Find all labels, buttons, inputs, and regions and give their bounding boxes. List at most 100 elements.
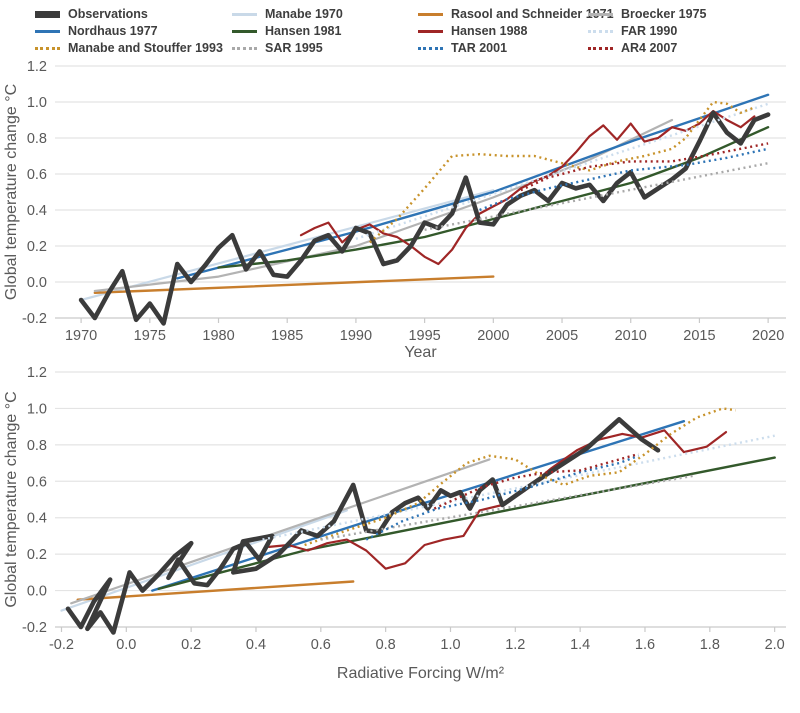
x-axis-tick-label: 2000 (477, 328, 509, 344)
legend-label: SAR 1995 (265, 41, 323, 55)
series-line-broecker-1975 (70, 458, 491, 605)
x-axis-tick-label: 1.8 (700, 637, 720, 653)
legend-label: Manabe 1970 (265, 7, 343, 21)
far-1990-line-swatch (588, 30, 613, 33)
x-axis-tick-label: 1970 (65, 328, 97, 344)
chart-temperature-vs-year: -0.2 0.0 0.2 0.4 0.6 0.8 1.0 1.2 1970 1975 1980 198… (3, 59, 786, 358)
y-axis-tick-label: 0.4 (27, 203, 47, 219)
legend-item-sar-1995: SAR 1995 (232, 41, 418, 56)
y-axis-tick-label: 1.0 (27, 401, 47, 417)
series-line-rasool-and-schneider-1971 (93, 275, 495, 295)
x-axis-tick-label: 2005 (546, 328, 578, 344)
legend-item-rasool-schneider-1971: Rasool and Schneider 1971 (418, 7, 614, 22)
series-line-manabe-1970 (60, 509, 348, 612)
y-axis-tick-label: 1.2 (27, 59, 47, 75)
legend-item-hansen-1988: Hansen 1988 (418, 24, 588, 39)
y-axis-title: Global temperature change °C (3, 84, 20, 300)
x-axis-tick-label: 1.0 (440, 637, 460, 653)
legend-label: Manabe and Stouffer 1993 (68, 41, 223, 55)
x-axis-tick-label: 0.0 (116, 637, 136, 653)
x-axis-tick-label: 2010 (615, 328, 647, 344)
series-line-sar-1995 (424, 162, 769, 231)
series-line-manabe-and-stouffer-1993 (368, 100, 755, 244)
x-axis-tick-label: 1.4 (570, 637, 590, 653)
x-axis-tick-label: 0.8 (376, 637, 396, 653)
legend-label: Hansen 1981 (265, 24, 342, 38)
x-axis-title: Radiative Forcing W/m² (337, 665, 505, 682)
manabe-stouffer-1993-line-swatch (35, 47, 60, 50)
y-axis-tick-label: 0.4 (27, 511, 47, 527)
y-axis-tick-label: -0.2 (22, 620, 47, 636)
manabe-1970-line-swatch (232, 13, 257, 16)
x-axis-tick-label: 1995 (408, 328, 440, 344)
x-axis-tick-label: 0.2 (181, 637, 201, 653)
x-axis-tick-label: 1980 (202, 328, 234, 344)
y-axis-tick-label: 1.2 (27, 365, 47, 381)
y-axis-tick-label: 0.8 (27, 131, 47, 147)
chart-legend: Observations Manabe 1970 Rasool and Schn… (0, 0, 800, 58)
series-line-tar-2001 (479, 147, 769, 212)
legend-label: TAR 2001 (451, 41, 508, 55)
y-axis-tick-label: 0.6 (27, 474, 47, 490)
legend-item-broecker-1975: Broecker 1975 (588, 7, 800, 22)
series-line-hansen-1988 (299, 109, 756, 266)
y-axis-tick-label: 0.0 (27, 275, 47, 291)
observations-line-swatch (35, 11, 60, 18)
x-axis-tick-label: 1.6 (635, 637, 655, 653)
series-line-ar4-2007 (520, 142, 769, 192)
legend-label: Broecker 1975 (621, 7, 707, 21)
x-axis-tick-label: 1.2 (505, 637, 525, 653)
legend-item-far-1990: FAR 1990 (588, 24, 800, 39)
x-axis-title: Year (404, 344, 437, 358)
rasool-schneider-1971-line-swatch (418, 13, 443, 16)
legend-label: Nordhaus 1977 (68, 24, 158, 38)
x-axis-tick-label: 1985 (271, 328, 303, 344)
x-axis-tick-label: 1975 (134, 328, 166, 344)
y-axis-tick-label: -0.2 (22, 311, 47, 327)
legend-label: AR4 2007 (621, 41, 678, 55)
hansen-1988-line-swatch (418, 30, 443, 33)
series-line-observations (78, 110, 771, 326)
legend-item-hansen-1981: Hansen 1981 (232, 24, 418, 39)
broecker-1975-line-swatch (588, 13, 613, 16)
x-axis-tick-label: 2015 (683, 328, 715, 344)
series-line-hansen-1981 (157, 456, 776, 591)
x-axis-tick-label: 2020 (752, 328, 784, 344)
legend-label: Observations (68, 7, 148, 21)
y-axis-tick-label: 0.6 (27, 167, 47, 183)
y-axis-tick-label: 0.8 (27, 438, 47, 454)
series-line-far-1990 (262, 434, 775, 541)
series-line-sar-1995 (320, 474, 694, 541)
y-axis-title: Global temperature change °C (3, 391, 20, 607)
legend-item-tar-2001: TAR 2001 (418, 41, 588, 56)
series-line-nordhaus-1977 (151, 420, 686, 592)
legend-label: Rasool and Schneider 1971 (451, 7, 614, 21)
legend-label: FAR 1990 (621, 24, 678, 38)
x-axis-tick-label: -0.2 (49, 637, 74, 653)
sar-1995-line-swatch (232, 47, 257, 50)
legend-item-nordhaus-1977: Nordhaus 1977 (35, 24, 232, 39)
legend-item-manabe-stouffer-1993: Manabe and Stouffer 1993 (35, 41, 232, 56)
chart-temperature-vs-forcing: -0.2 0.0 0.2 0.4 0.6 0.8 1.0 1.2 -0.2 0.0 0.2 0.4 0.… (3, 365, 786, 682)
legend-label: Hansen 1988 (451, 24, 528, 38)
legend-item-ar4-2007: AR4 2007 (588, 41, 800, 56)
series-line-hansen-1988 (267, 429, 728, 570)
x-axis-tick-label: 2.0 (765, 637, 785, 653)
series-line-ar4-2007 (433, 452, 639, 510)
y-axis-tick-label: 1.0 (27, 95, 47, 111)
x-axis-tick-label: 0.4 (246, 637, 266, 653)
hansen-1981-line-swatch (232, 30, 257, 33)
ar4-2007-line-swatch (588, 47, 613, 50)
y-axis-tick-label: 0.2 (27, 239, 47, 255)
series-line-manabe-and-stouffer-1993 (304, 407, 736, 547)
x-axis-tick-label: 0.6 (311, 637, 331, 653)
y-axis-tick-label: 0.2 (27, 547, 47, 563)
legend-item-manabe-1970: Manabe 1970 (232, 7, 418, 22)
series-line-observations (65, 417, 661, 635)
series-line-manabe-1970 (79, 189, 495, 302)
legend-item-observations: Observations (35, 7, 232, 22)
tar-2001-line-swatch (418, 47, 443, 50)
series-line-tar-2001 (365, 454, 639, 541)
y-axis-tick-label: 0.0 (27, 584, 47, 600)
